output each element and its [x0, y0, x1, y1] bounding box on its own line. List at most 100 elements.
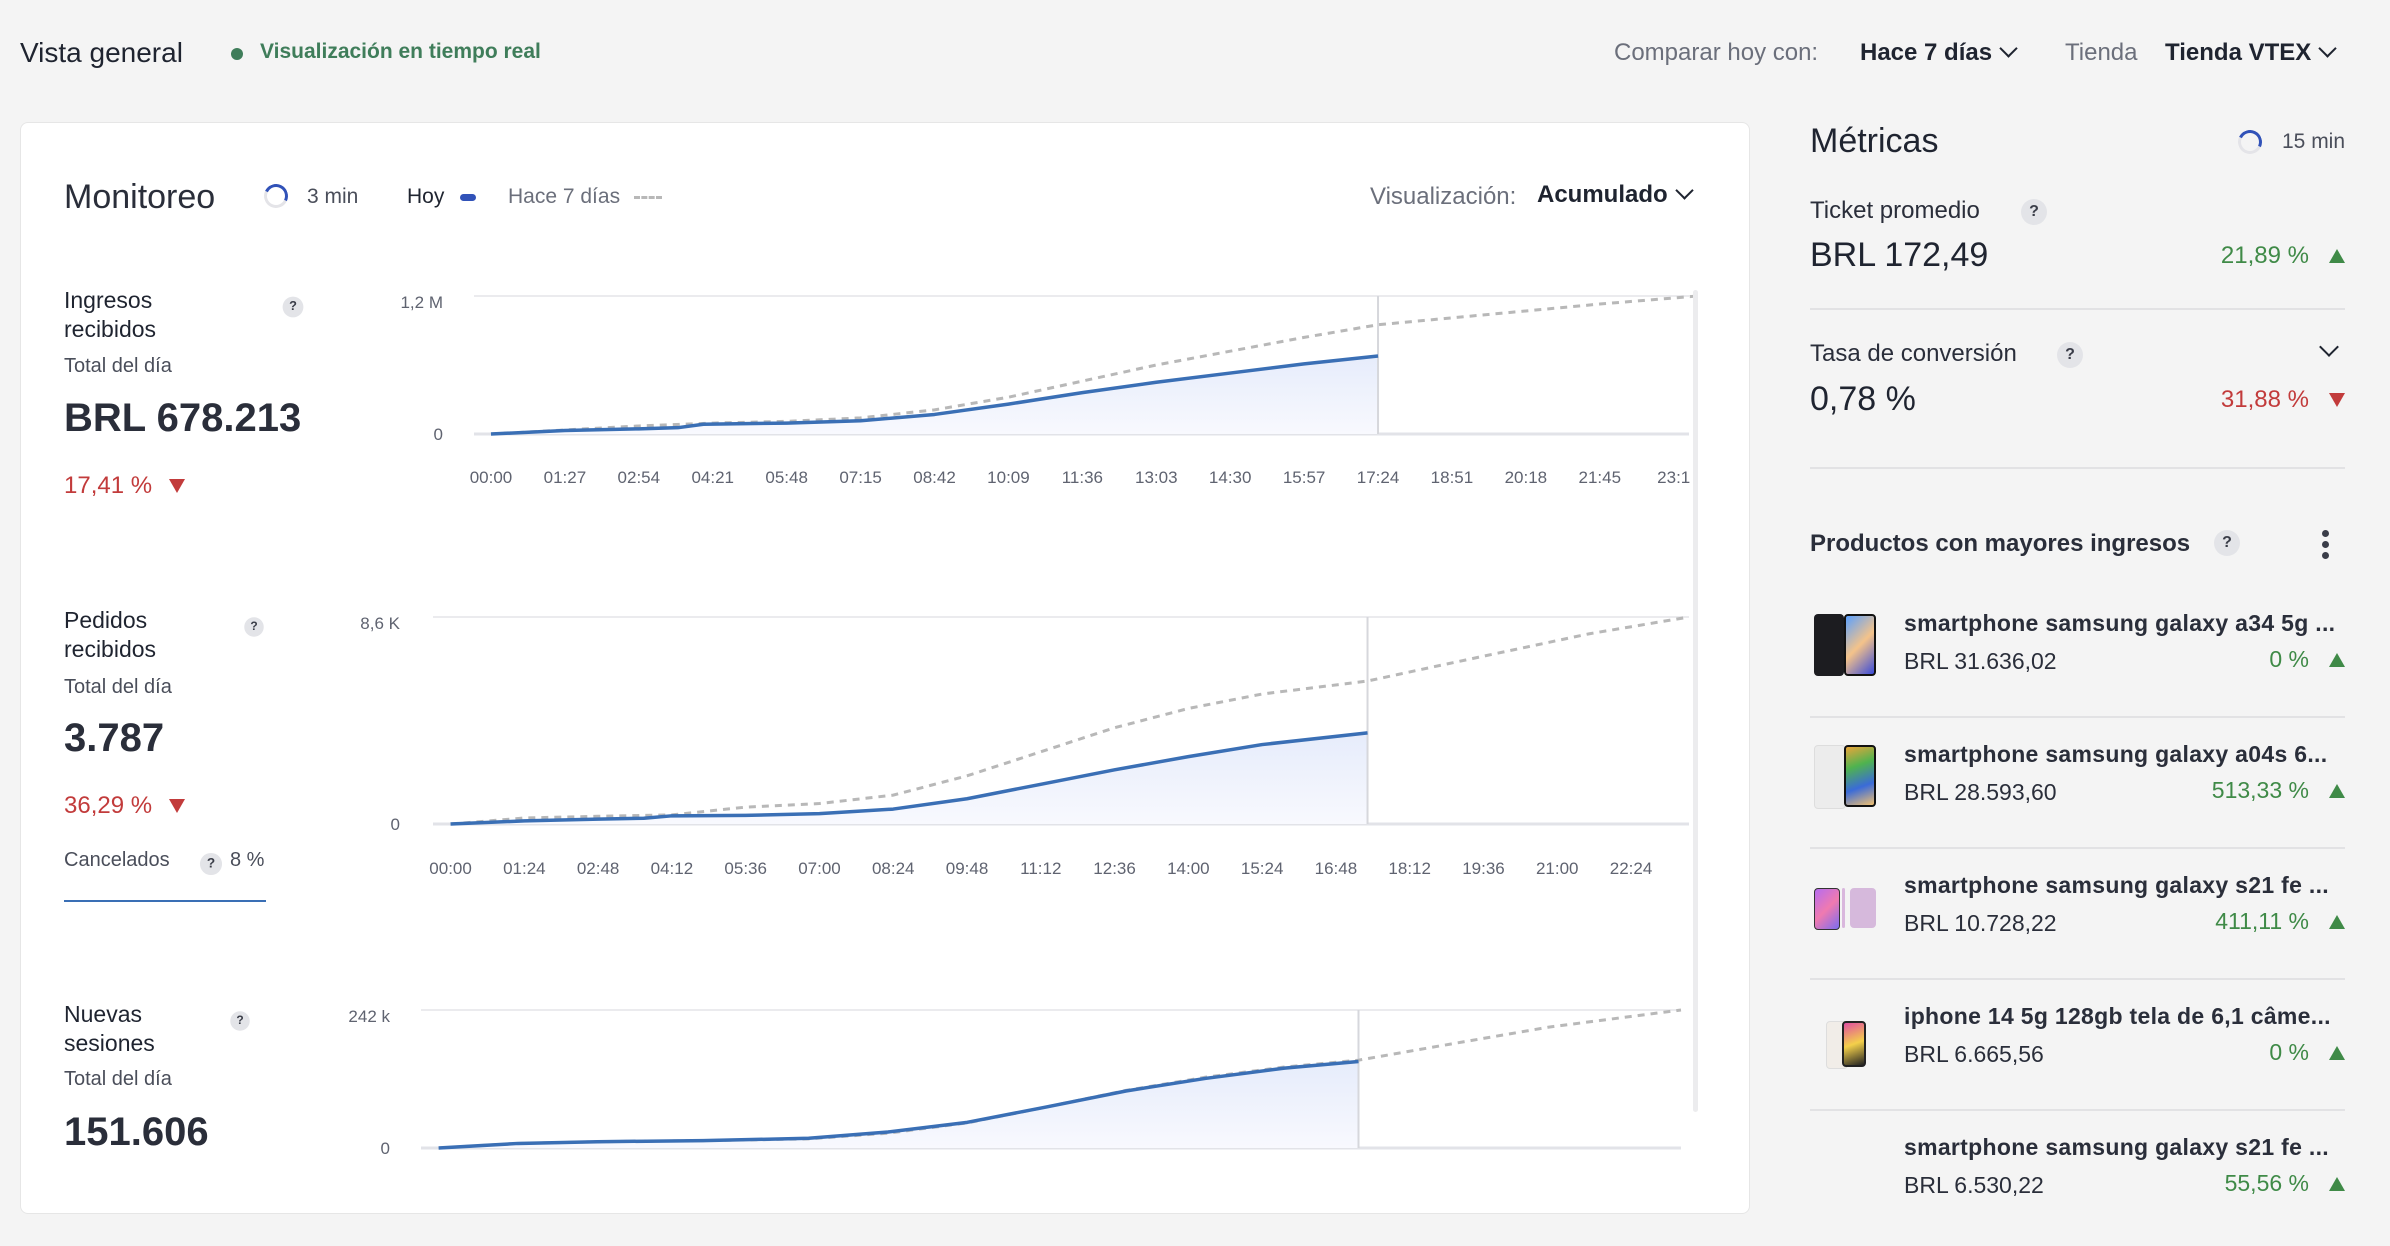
x-tick-label: 00:00 [470, 468, 513, 487]
x-tick-label: 23:1 [1657, 468, 1690, 487]
divider [1810, 467, 2345, 469]
top-products-help-icon[interactable]: ? [2214, 530, 2240, 556]
arrow-up-icon [2329, 1177, 2345, 1191]
conversion-expand-button[interactable] [2319, 337, 2339, 357]
ticket-label: Ticket promedio [1810, 197, 1980, 225]
top-products-title: Productos con mayores ingresos [1810, 530, 2190, 558]
divider [1810, 978, 2345, 980]
product-change: 411,11 % [2215, 908, 2345, 935]
product-change-value: 0 % [2269, 1039, 2309, 1065]
x-tick-label: 14:00 [1167, 859, 1210, 878]
x-tick-label: 01:24 [503, 859, 546, 878]
product-price: BRL 10.728,22 [1904, 910, 2057, 937]
product-name: smartphone samsung galaxy a04s 6... [1904, 741, 2327, 768]
x-tick-label: 11:12 [1020, 859, 1061, 878]
x-tick-label: 04:12 [651, 859, 694, 878]
arrow-up-icon [2329, 915, 2345, 929]
x-tick-label: 14:30 [1209, 468, 1252, 487]
conversion-change-value: 31,88 % [2221, 386, 2309, 413]
x-tick-label: 08:42 [913, 468, 956, 487]
x-tick-label: 20:18 [1505, 468, 1548, 487]
product-change-value: 55,56 % [2225, 1170, 2309, 1196]
arrow-up-icon [2329, 653, 2345, 667]
arrow-up-icon [2329, 249, 2345, 263]
x-tick-label: 22:24 [1610, 859, 1653, 878]
product-item[interactable]: smartphone samsung galaxy a34 5g ... BRL… [1810, 612, 2345, 722]
x-tick-label: 00:00 [429, 859, 472, 878]
ticket-value: BRL 172,49 [1810, 236, 1988, 275]
product-image [1812, 874, 1878, 940]
product-price: BRL 31.636,02 [1904, 648, 2057, 675]
x-tick-label: 15:57 [1283, 468, 1326, 487]
product-change: 513,33 % [2212, 777, 2345, 804]
product-price: BRL 6.665,56 [1904, 1041, 2044, 1068]
y-tick-label: 1,2 M [400, 293, 443, 312]
product-price: BRL 6.530,22 [1904, 1172, 2044, 1199]
product-image [1812, 612, 1878, 678]
arrow-up-icon [2329, 784, 2345, 798]
product-item[interactable]: smartphone samsung galaxy a04s 6... BRL … [1810, 743, 2345, 853]
x-tick-label: 15:24 [1241, 859, 1284, 878]
ticket-help-icon[interactable]: ? [2021, 199, 2047, 225]
x-tick-label: 04:21 [691, 468, 734, 487]
product-change-value: 0 % [2269, 646, 2309, 672]
product-item[interactable]: smartphone samsung galaxy s21 fe ... BRL… [1810, 1136, 2345, 1246]
x-tick-label: 13:03 [1135, 468, 1178, 487]
y-tick-label: 0 [434, 425, 443, 444]
more-options-icon[interactable] [2322, 530, 2330, 559]
compare-value: Hace 7 días [1860, 39, 1992, 66]
conversion-help-icon[interactable]: ? [2057, 342, 2083, 368]
product-name: smartphone samsung galaxy s21 fe ... [1904, 1134, 2329, 1161]
x-tick-label: 21:00 [1536, 859, 1579, 878]
x-tick-label: 11:36 [1062, 468, 1103, 487]
product-name: iphone 14 5g 128gb tela de 6,1 câme... [1904, 1003, 2331, 1030]
conversion-value: 0,78 % [1810, 380, 1916, 419]
conversion-label: Tasa de conversión [1810, 340, 2017, 368]
x-tick-label: 05:48 [765, 468, 808, 487]
x-tick-label: 21:45 [1579, 468, 1622, 487]
store-label: Tienda [2065, 39, 2138, 67]
product-image [1812, 743, 1878, 809]
product-change-value: 513,33 % [2212, 777, 2309, 803]
conversion-change: 31,88 % [2221, 386, 2345, 414]
x-tick-label: 12:36 [1093, 859, 1136, 878]
x-tick-label: 18:51 [1431, 468, 1474, 487]
product-image [1812, 1136, 1878, 1202]
arrow-down-icon [2329, 393, 2345, 407]
x-tick-label: 05:36 [724, 859, 767, 878]
product-change-value: 411,11 % [2215, 908, 2309, 934]
arrow-up-icon [2329, 1046, 2345, 1060]
product-change: 55,56 % [2225, 1170, 2345, 1197]
x-tick-label: 08:24 [872, 859, 915, 878]
today-area-fill [451, 733, 1368, 824]
x-tick-label: 07:15 [839, 468, 882, 487]
product-image [1812, 1005, 1878, 1071]
monitoring-charts: 1,2 M000:0001:2702:5404:2105:4807:1508:4… [0, 0, 1750, 1238]
y-tick-label: 8,6 K [360, 614, 400, 633]
product-change: 0 % [2269, 1039, 2345, 1066]
compare-dropdown[interactable]: Hace 7 días [1860, 39, 2015, 67]
chart-scrollbar[interactable] [1693, 290, 1698, 1112]
today-area-fill [491, 356, 1378, 434]
y-tick-label: 242 k [348, 1007, 390, 1026]
chevron-down-icon [2319, 39, 2337, 57]
metrics-title: Métricas [1810, 122, 1938, 161]
x-tick-label: 16:48 [1315, 859, 1358, 878]
product-item[interactable]: iphone 14 5g 128gb tela de 6,1 câme... B… [1810, 1005, 2345, 1115]
store-dropdown[interactable]: Tienda VTEX [2165, 39, 2334, 67]
y-tick-label: 0 [381, 1139, 390, 1158]
x-tick-label: 18:12 [1388, 859, 1431, 878]
product-item[interactable]: smartphone samsung galaxy s21 fe ... BRL… [1810, 874, 2345, 984]
today-area-fill [439, 1062, 1359, 1148]
store-value: Tienda VTEX [2165, 39, 2311, 66]
x-tick-label: 17:24 [1357, 468, 1400, 487]
x-tick-label: 19:36 [1462, 859, 1505, 878]
product-name: smartphone samsung galaxy s21 fe ... [1904, 872, 2329, 899]
ticket-change-value: 21,89 % [2221, 242, 2309, 269]
x-tick-label: 10:09 [987, 468, 1030, 487]
y-tick-label: 0 [391, 815, 400, 834]
divider [1810, 308, 2345, 310]
x-tick-label: 01:27 [544, 468, 587, 487]
product-change: 0 % [2269, 646, 2345, 673]
ticket-change: 21,89 % [2221, 242, 2345, 270]
